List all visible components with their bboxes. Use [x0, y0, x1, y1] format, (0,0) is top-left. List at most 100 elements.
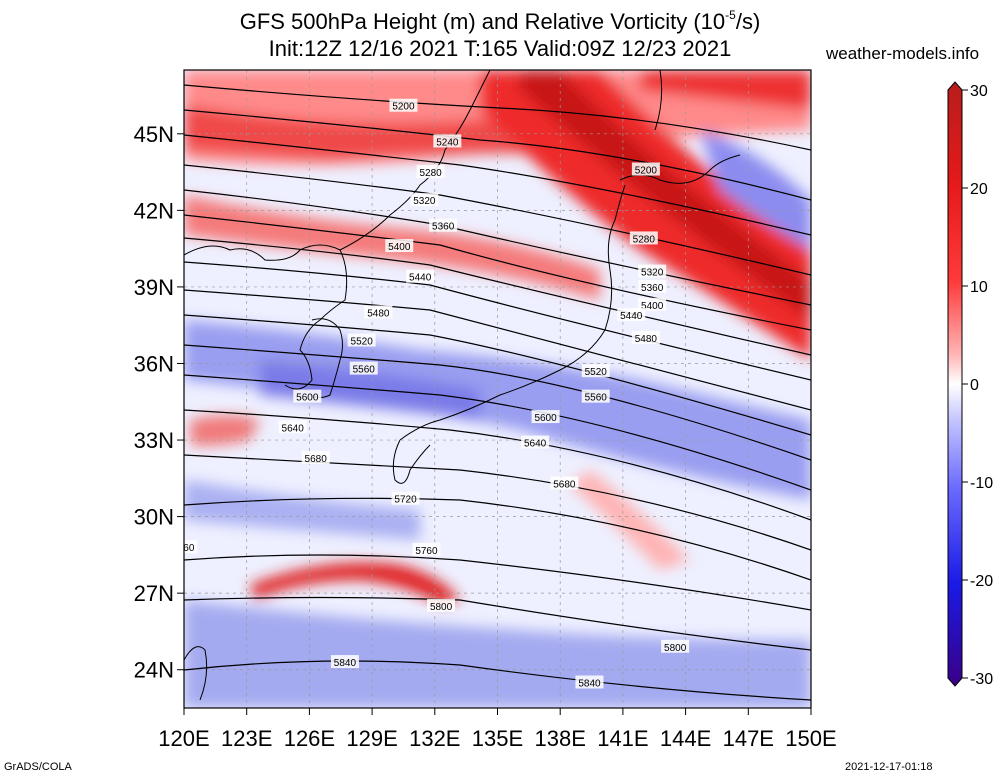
contour-label-bg — [550, 476, 579, 490]
contour-label: 5800 — [430, 602, 453, 613]
coast-korea — [309, 318, 343, 398]
contour-line — [184, 314, 811, 436]
contour-line — [184, 109, 811, 201]
contour-line — [184, 289, 811, 411]
contour-label: 5360 — [432, 222, 455, 233]
contour-line — [184, 344, 811, 461]
lon-tick-label: 141E — [597, 726, 648, 751]
contour-label: 5560 — [585, 393, 608, 404]
contour-line — [184, 261, 811, 381]
colorbar-ticks: 30 20 10 0 -10 -20 -30 — [962, 83, 993, 688]
contour-label: 5280 — [419, 168, 442, 179]
vorticity-positive-southeast — [570, 470, 690, 570]
contour-label-bg — [364, 305, 393, 319]
colorbar-tick-label: 0 — [970, 377, 979, 394]
vorticity-negative-northeast — [700, 130, 811, 250]
lon-tick-label: 123E — [221, 726, 272, 751]
contour-label: 5200 — [392, 102, 415, 113]
contour-label-bg — [575, 675, 604, 689]
contour-line — [184, 214, 811, 331]
vorticity-negative-core — [260, 360, 480, 420]
coast-taiwan — [184, 646, 208, 701]
contour-label: 5680 — [553, 479, 576, 490]
coast-sakhalin — [654, 70, 663, 131]
title-exponent: -5 — [725, 8, 736, 22]
contour-label: 5280 — [633, 234, 656, 245]
site-label: weather-models.info — [826, 44, 980, 63]
contour-line — [184, 454, 811, 551]
lon-tick-label: 150E — [785, 726, 836, 751]
contour-label: 5840 — [334, 658, 357, 669]
contour-line — [184, 84, 811, 151]
colorbar-tick-label: 10 — [970, 279, 988, 296]
footer-timestamp: 2021-12-17-01:18 — [845, 761, 933, 773]
contour-label-bg — [629, 231, 658, 245]
contour-label-bg — [638, 297, 667, 311]
lat-tick-label: 30N — [134, 505, 174, 530]
contour-label-bg — [385, 239, 414, 253]
contour-label-bg — [389, 98, 418, 112]
map-plot-area: 5200524052805320536054005440548055205560… — [178, 70, 811, 708]
contour-label: 5520 — [351, 337, 374, 348]
vorticity-northeast — [640, 70, 811, 110]
contour-label: 5480 — [367, 308, 390, 319]
contour-label-bg — [631, 162, 660, 176]
vorticity-negative-south1 — [184, 480, 420, 540]
contour-label-bg — [410, 193, 439, 207]
coast-japan-honshu — [399, 184, 626, 441]
lon-tick-label: 132E — [409, 726, 460, 751]
contour-label-bg — [631, 330, 660, 344]
contour-label: 5240 — [436, 137, 459, 148]
contour-label-bg — [347, 333, 376, 347]
contour-label-bg — [416, 165, 445, 179]
contour-label: 5640 — [524, 439, 547, 450]
contour-label: 5840 — [578, 678, 601, 689]
contour-line — [184, 554, 811, 611]
contour-label: 5360 — [641, 283, 664, 294]
contour-label: 5480 — [635, 334, 658, 345]
contour-label: 5600 — [534, 413, 557, 424]
footer-software: GrADS/COLA — [4, 761, 72, 773]
contour-labels: 5200524052805320536054005440548055205560… — [178, 98, 690, 689]
lat-tick-label: 27N — [134, 581, 174, 606]
lon-tick-label: 147E — [723, 726, 774, 751]
contour-line — [184, 374, 811, 491]
contour-label-bg — [638, 264, 667, 278]
map-axes: 120E 123E 126E 129E 132E 135E 138E 141E 144E 147E… — [134, 122, 837, 751]
lon-tick-label: 138E — [535, 726, 586, 751]
coast-kyushu — [392, 439, 431, 484]
contour-label: 5440 — [620, 311, 643, 322]
colorbar-tick-label: -10 — [970, 475, 993, 492]
contour-label-bg — [581, 389, 610, 403]
contour-line — [184, 134, 811, 236]
contour-label-bg — [330, 655, 359, 669]
contour-label: 5560 — [353, 365, 376, 376]
contour-label-bg — [406, 269, 435, 283]
contour-label-bg — [301, 450, 330, 464]
lon-tick-label: 129E — [346, 726, 397, 751]
chart-title-line1: GFS 500hPa Height (m) and Relative Vorti… — [150, 8, 850, 35]
contour-line — [184, 596, 811, 651]
contour-line — [184, 409, 811, 521]
contour-line — [184, 660, 811, 701]
contour-label-bg — [433, 134, 462, 148]
lat-tick-label: 45N — [134, 122, 174, 147]
contour-label-bg — [521, 435, 550, 449]
colorbar: 30 20 10 0 -10 -20 -30 — [947, 81, 993, 688]
title-prefix: GFS 500hPa Height (m) and Relative Vorti… — [239, 9, 726, 34]
contour-line — [184, 237, 811, 356]
contour-label: 5800 — [664, 643, 687, 654]
contour-label: 5640 — [282, 423, 305, 434]
lon-tick-label: 144E — [660, 726, 711, 751]
colorbar-bar — [947, 81, 963, 687]
contour-label: 760 — [178, 543, 195, 554]
vorticity-negative-belt — [184, 320, 811, 500]
contour-label-bg — [391, 491, 420, 505]
contour-label: 5440 — [409, 273, 432, 284]
colorbar-tick-label: 20 — [970, 181, 988, 198]
contour-line — [184, 164, 811, 276]
contour-label-bg — [617, 307, 646, 321]
lon-tick-label: 120E — [158, 726, 209, 751]
contour-label: 5720 — [394, 495, 417, 506]
